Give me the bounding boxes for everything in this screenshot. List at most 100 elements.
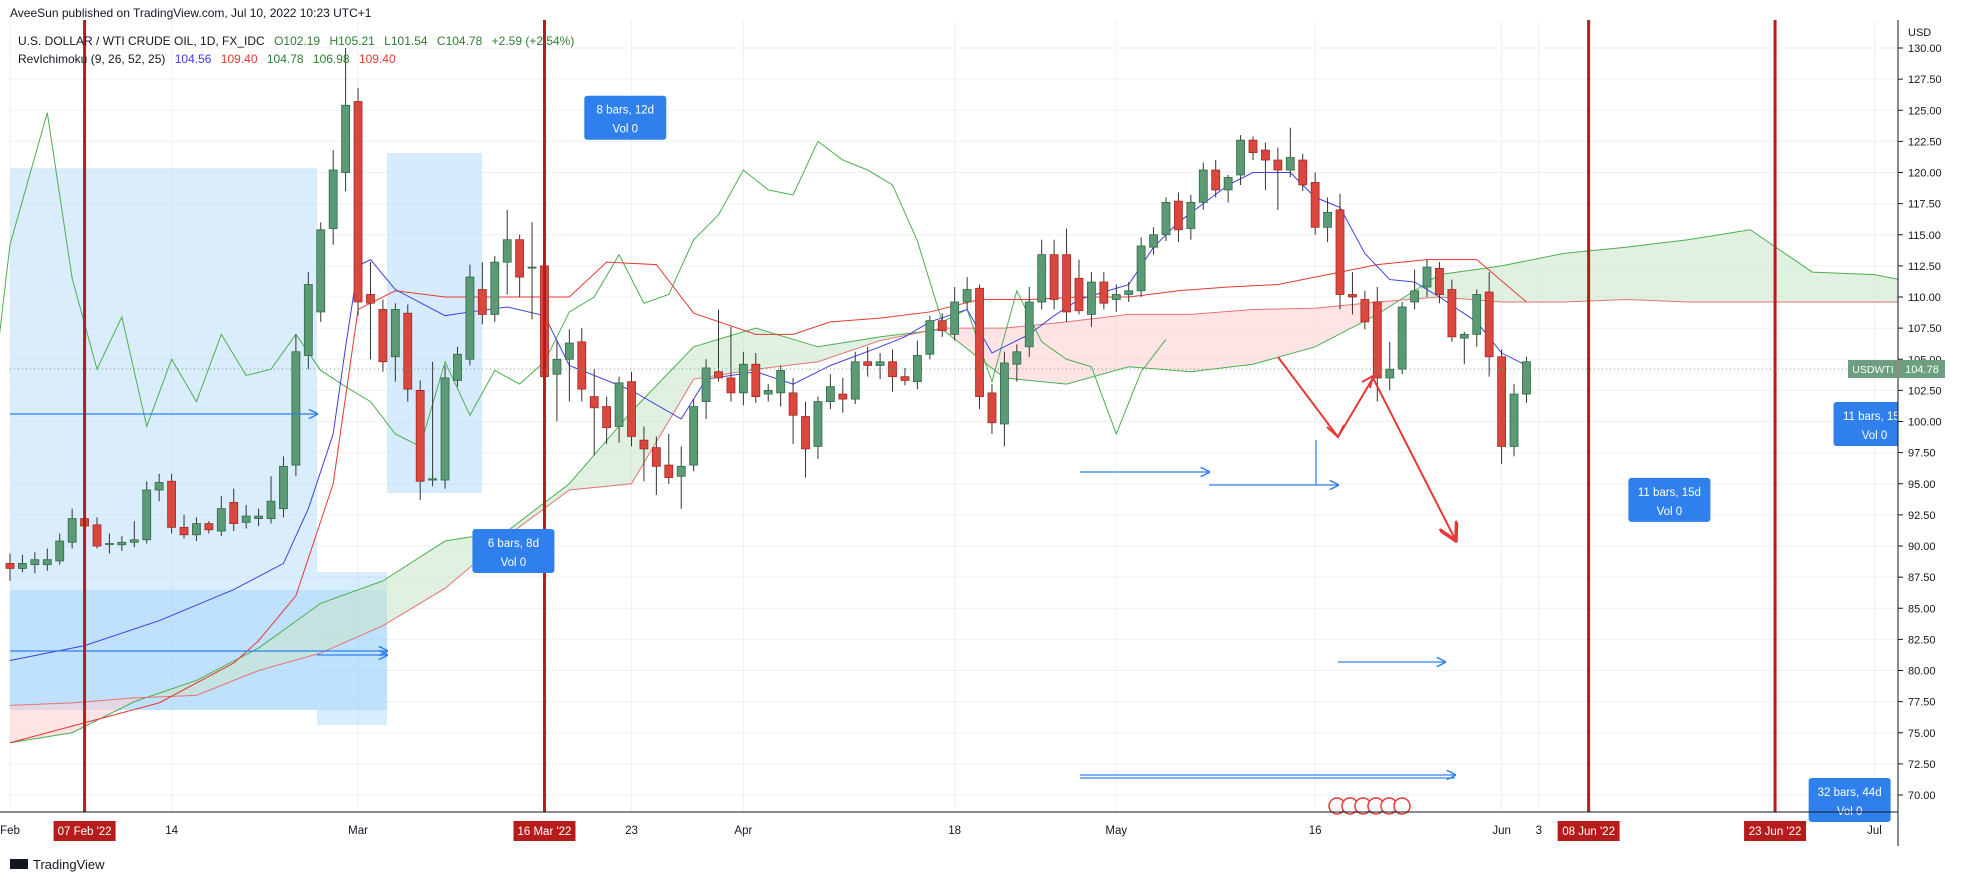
candle-body (701, 367, 711, 402)
measure-label-line1: 11 bars, 15d (1638, 487, 1701, 499)
symbol-legend: U.S. DOLLAR / WTI CRUDE OIL, 1D, FX_IDC … (18, 34, 574, 66)
candle-body (689, 406, 699, 466)
senkou-span-a-line (9, 229, 1962, 744)
candle (1037, 239, 1047, 310)
candle-body (403, 312, 413, 390)
price-axis[interactable]: 130.00 127.50 125.00 122.50 120.00 117.50 115.… (1898, 43, 1942, 802)
candle-body (490, 261, 500, 315)
candle-body (1360, 299, 1370, 323)
candle (1000, 351, 1009, 447)
y-tick-label: 80.00 (1908, 666, 1936, 678)
candle-body (1049, 254, 1059, 300)
tradingview-logo[interactable]: TradingView (10, 857, 105, 872)
candle-body (1285, 157, 1295, 171)
x-highlight-text: 23 Jun '22 (1749, 826, 1802, 838)
candle (18, 554, 27, 573)
candle-body (975, 287, 984, 398)
candle-body (428, 478, 438, 481)
cloud-bullish (1402, 229, 1962, 302)
symbol-close: C104.78 (437, 34, 483, 48)
measure-label: 6 bars, 8d Vol 0 (472, 528, 555, 573)
x-highlight-bg (53, 821, 116, 841)
candle-body (1484, 291, 1494, 358)
x-highlight-bg (513, 821, 576, 841)
candle-body (838, 393, 848, 400)
candle (937, 313, 947, 337)
svg-text:RevIchimoku (9, 26, 52, 25): RevIchimoku (9, 26, 52, 25) 104.56 109.4… (18, 52, 396, 66)
candle-body (577, 341, 587, 390)
candle (291, 334, 301, 477)
measure-label-line1: 8 bars, 12d (597, 105, 655, 117)
x-tick-label: 16 (1309, 825, 1322, 837)
candle (1360, 290, 1370, 330)
measure-label-bg (472, 528, 555, 573)
x-tick-label: Jul (1867, 825, 1882, 837)
candle (813, 396, 823, 459)
candle (1323, 197, 1332, 243)
candle (1335, 193, 1345, 310)
candle (266, 476, 276, 524)
y-tick-label: 97.50 (1908, 448, 1936, 460)
candle-body (204, 523, 214, 531)
candle-body (614, 382, 624, 427)
candle (701, 359, 711, 420)
candle (1087, 272, 1096, 327)
candle (105, 533, 114, 554)
candle (900, 367, 910, 386)
time-axis[interactable]: Feb14Mar23Apr18May16Jun3Jul18Aug15Sep120… (0, 821, 1962, 841)
candle-body (415, 389, 425, 482)
candle-body (888, 361, 897, 378)
x-highlight-text: 08 Jun '22 (1562, 826, 1615, 838)
candle (241, 504, 251, 529)
candle-body (241, 515, 251, 523)
candle (527, 222, 537, 320)
y-tick-label: 72.50 (1908, 759, 1936, 771)
candle-body (1000, 362, 1009, 425)
candle (378, 299, 388, 372)
candle (1497, 349, 1506, 464)
measure-label-bg (1628, 477, 1711, 522)
candle-body (1459, 333, 1469, 339)
symbol-high: H105.21 (329, 34, 375, 48)
candle-body (167, 480, 176, 528)
y-tick-label: 92.50 (1908, 510, 1936, 522)
measure-label-line1: 32 bars, 44d (1818, 787, 1882, 799)
candle-body (776, 370, 786, 394)
candle-body (1323, 211, 1332, 228)
y-tick-label: 115.00 (1908, 230, 1941, 242)
candle (142, 481, 152, 544)
candle-body (602, 406, 612, 429)
candle (1509, 384, 1519, 457)
candle (1062, 228, 1071, 322)
candle (328, 150, 338, 245)
projection-arrow-down-mid (1326, 424, 1345, 439)
candle-body (1198, 169, 1208, 203)
candle (1186, 194, 1196, 240)
candle (639, 426, 649, 482)
candle (664, 433, 674, 484)
candle-body (1522, 361, 1531, 395)
grid-lines (9, 20, 1898, 812)
candle (1049, 239, 1059, 310)
candle (577, 328, 587, 402)
candle-body (1310, 182, 1320, 228)
candle-body (987, 392, 997, 424)
candle (42, 548, 52, 571)
candle (92, 517, 102, 549)
candle (1459, 331, 1469, 365)
candle-body (1472, 294, 1482, 335)
y-tick-label: 110.00 (1908, 292, 1941, 304)
candle-body (1447, 289, 1457, 338)
candle (453, 346, 462, 387)
measure-label-line2: Vol 0 (1862, 430, 1888, 442)
economic-event-icons[interactable] (1328, 797, 1411, 815)
candle-body (714, 371, 723, 379)
candle-body (1348, 294, 1357, 298)
candle-body (515, 239, 525, 278)
candle-body (1087, 281, 1096, 315)
symbol-change: +2.59 (+2.54%) (492, 34, 575, 48)
candle-body (30, 559, 40, 566)
